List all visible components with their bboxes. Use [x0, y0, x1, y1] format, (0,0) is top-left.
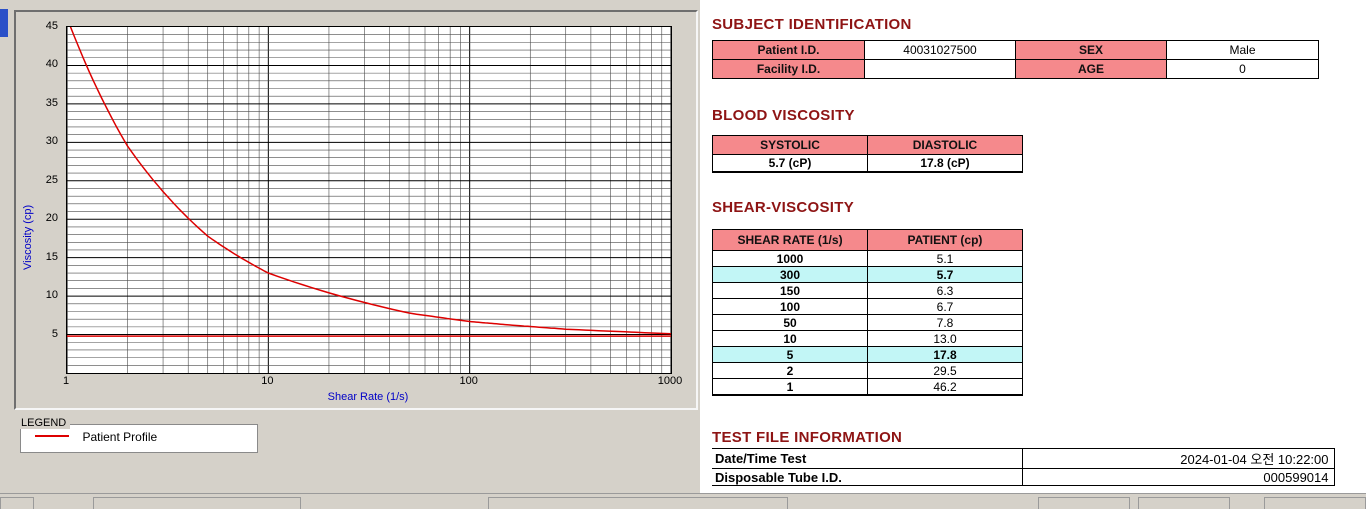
- date-time-test-label: Date/Time Test: [712, 448, 1023, 469]
- toolbar-button-fragment[interactable]: [1264, 497, 1366, 509]
- test-file-information-table: Date/Time Test 2024-01-04 오전 10:22:00 Di…: [712, 448, 1335, 486]
- section-title-test-file-information: TEST FILE INFORMATION: [712, 429, 903, 446]
- x-axis-label: Shear Rate (1/s): [327, 391, 409, 403]
- blood-viscosity-table: SYSTOLIC DIASTOLIC 5.7 (cP) 17.8 (cP): [712, 135, 1023, 173]
- chart-panel: Viscosity (cp) 5 10 15 20 25 30 35 40 45 1 10 100 1…: [14, 10, 698, 410]
- left-edge-accent: [0, 9, 8, 37]
- y-tick-label: 25: [45, 173, 58, 186]
- patient-cp-cell: 6.3: [867, 282, 1023, 299]
- toolbar-button-fragment[interactable]: [488, 497, 788, 509]
- disposable-tube-id-value: 000599014: [1022, 468, 1335, 486]
- shear-row: 50 7.8: [712, 314, 1023, 331]
- shear-row: 10 13.0: [712, 330, 1023, 347]
- patient-cp-header: PATIENT (cp): [867, 229, 1023, 251]
- sex-value: Male: [1166, 40, 1319, 60]
- table-row: Facility I.D. AGE 0: [712, 59, 1319, 79]
- age-value: 0: [1166, 59, 1319, 79]
- shear-rate-header: SHEAR RATE (1/s): [712, 229, 868, 251]
- toolbar-button-fragment[interactable]: [93, 497, 301, 509]
- series-patient-profile: [69, 27, 671, 335]
- x-tick-label: 10: [261, 375, 274, 387]
- toolbar-button-fragment[interactable]: [1138, 497, 1230, 509]
- systolic-header: SYSTOLIC: [712, 135, 868, 155]
- viscosity-chart: [67, 27, 671, 373]
- patient-cp-cell: 7.8: [867, 314, 1023, 331]
- shear-rate-cell: 1: [712, 378, 868, 396]
- table-row: Disposable Tube I.D. 000599014: [712, 468, 1335, 486]
- shear-viscosity-table: SHEAR RATE (1/s) PATIENT (cp) 1000 5.1 300…: [712, 229, 1023, 396]
- x-tick-label: 1: [62, 375, 70, 387]
- subject-identification-table: Patient I.D. 40031027500 SEX Male Facili…: [712, 40, 1319, 79]
- x-tick-label: 1000: [657, 375, 683, 387]
- disposable-tube-id-label: Disposable Tube I.D.: [712, 468, 1023, 486]
- shear-rate-cell: 10: [712, 330, 868, 347]
- patient-cp-cell: 13.0: [867, 330, 1023, 347]
- table-row: Patient I.D. 40031027500 SEX Male: [712, 40, 1319, 60]
- y-tick-label: 20: [45, 212, 58, 225]
- y-tick-label: 40: [45, 58, 58, 71]
- shear-row: 1 46.2: [712, 378, 1023, 396]
- section-title-subject-identification: SUBJECT IDENTIFICATION: [712, 16, 912, 33]
- diastolic-header: DIASTOLIC: [867, 135, 1023, 155]
- shear-row: 5 17.8: [712, 346, 1023, 363]
- legend-title: LEGEND: [17, 417, 71, 429]
- y-tick-label: 5: [51, 327, 58, 340]
- shear-row: 100 6.7: [712, 298, 1023, 315]
- plot-area: [66, 26, 672, 374]
- patient-cp-cell: 17.8: [867, 346, 1023, 363]
- bottom-toolbar: [0, 493, 1366, 509]
- shear-rate-cell: 100: [712, 298, 868, 315]
- shear-rate-cell: 1000: [712, 250, 868, 267]
- y-axis-ticks: 5 10 15 20 25 30 35 40 45: [16, 20, 62, 372]
- date-time-test-value: 2024-01-04 오전 10:22:00: [1022, 448, 1335, 469]
- diastolic-value: 17.8 (cP): [867, 154, 1023, 173]
- patient-cp-cell: 5.7: [867, 266, 1023, 283]
- patient-cp-cell: 6.7: [867, 298, 1023, 315]
- facility-id-value: [864, 59, 1016, 79]
- shear-row: 300 5.7: [712, 266, 1023, 283]
- patient-id-value: 40031027500: [864, 40, 1016, 60]
- x-axis-ticks: 1 10 100 1000: [63, 375, 682, 389]
- age-label: AGE: [1015, 59, 1167, 79]
- y-tick-label: 30: [45, 135, 58, 148]
- y-tick-label: 15: [45, 250, 58, 263]
- shear-rate-cell: 150: [712, 282, 868, 299]
- shear-row: 150 6.3: [712, 282, 1023, 299]
- shear-rate-cell: 2: [712, 362, 868, 379]
- chart-legend: LEGEND Patient Profile: [17, 417, 258, 453]
- toolbar-button-fragment[interactable]: [1038, 497, 1130, 509]
- sex-label: SEX: [1015, 40, 1167, 60]
- toolbar-button-fragment[interactable]: [0, 497, 34, 509]
- section-title-shear-viscosity: SHEAR-VISCOSITY: [712, 199, 855, 216]
- report-panel: SUBJECT IDENTIFICATION Patient I.D. 4003…: [700, 0, 1366, 493]
- x-tick-label: 100: [459, 375, 478, 387]
- patient-cp-cell: 5.1: [867, 250, 1023, 267]
- legend-series-label: Patient Profile: [82, 430, 158, 444]
- table-header-row: SHEAR RATE (1/s) PATIENT (cp): [712, 229, 1023, 251]
- shear-rate-cell: 50: [712, 314, 868, 331]
- y-tick-label: 35: [45, 96, 58, 109]
- facility-id-label: Facility I.D.: [712, 59, 865, 79]
- y-tick-label: 45: [45, 20, 58, 32]
- patient-cp-cell: 46.2: [867, 378, 1023, 396]
- patient-id-label: Patient I.D.: [712, 40, 865, 60]
- patient-cp-cell: 29.5: [867, 362, 1023, 379]
- table-row: SYSTOLIC DIASTOLIC: [712, 135, 1023, 155]
- shear-row: 2 29.5: [712, 362, 1023, 379]
- table-row: 5.7 (cP) 17.8 (cP): [712, 154, 1023, 173]
- systolic-value: 5.7 (cP): [712, 154, 868, 173]
- shear-row: 1000 5.1: [712, 250, 1023, 267]
- shear-rate-cell: 300: [712, 266, 868, 283]
- table-row: Date/Time Test 2024-01-04 오전 10:22:00: [712, 448, 1335, 469]
- shear-rate-cell: 5: [712, 346, 868, 363]
- y-tick-label: 10: [45, 289, 58, 302]
- section-title-blood-viscosity: BLOOD VISCOSITY: [712, 107, 855, 124]
- legend-line-sample: [35, 435, 69, 437]
